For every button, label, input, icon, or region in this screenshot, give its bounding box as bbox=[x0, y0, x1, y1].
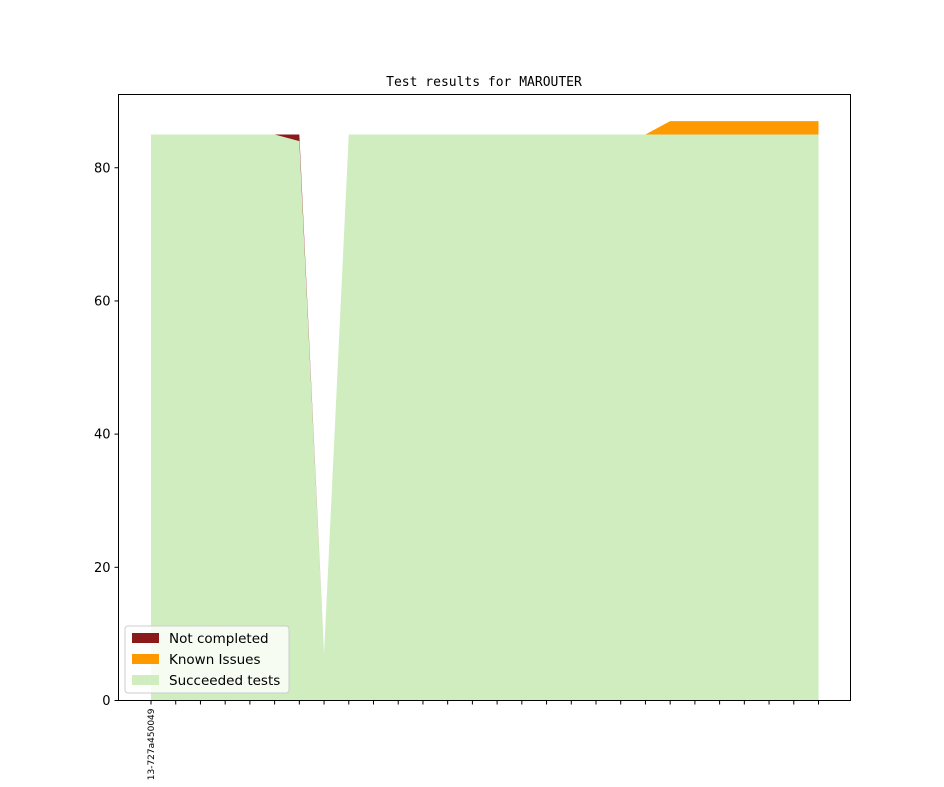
y-tick-label: 20 bbox=[94, 561, 111, 576]
legend-label-known-issues: Known Issues bbox=[169, 652, 261, 668]
y-axis: 0 20 40 60 80 bbox=[94, 161, 119, 709]
area-succeeded-tests bbox=[151, 134, 819, 701]
chart-title: Test results for MAROUTER bbox=[386, 75, 582, 90]
x-axis: 13-727a450049 bbox=[147, 700, 819, 780]
legend-swatch-not-completed bbox=[132, 633, 159, 643]
legend-swatch-known-issues bbox=[132, 654, 159, 664]
area-series-group bbox=[151, 121, 819, 701]
legend-swatch-succeeded-tests bbox=[132, 675, 159, 685]
legend-label-succeeded-tests: Succeeded tests bbox=[169, 673, 280, 689]
y-tick-label: 0 bbox=[102, 694, 110, 709]
y-tick-label: 80 bbox=[94, 161, 111, 176]
plot-frame bbox=[118, 94, 851, 701]
legend-label-not-completed: Not completed bbox=[169, 631, 269, 647]
y-tick-label: 60 bbox=[94, 294, 111, 309]
legend: Not completed Known Issues Succeeded tests bbox=[124, 625, 290, 694]
x-tick-label: 13-727a450049 bbox=[147, 708, 157, 780]
y-tick-label: 40 bbox=[94, 428, 111, 443]
legend-box bbox=[124, 625, 290, 694]
